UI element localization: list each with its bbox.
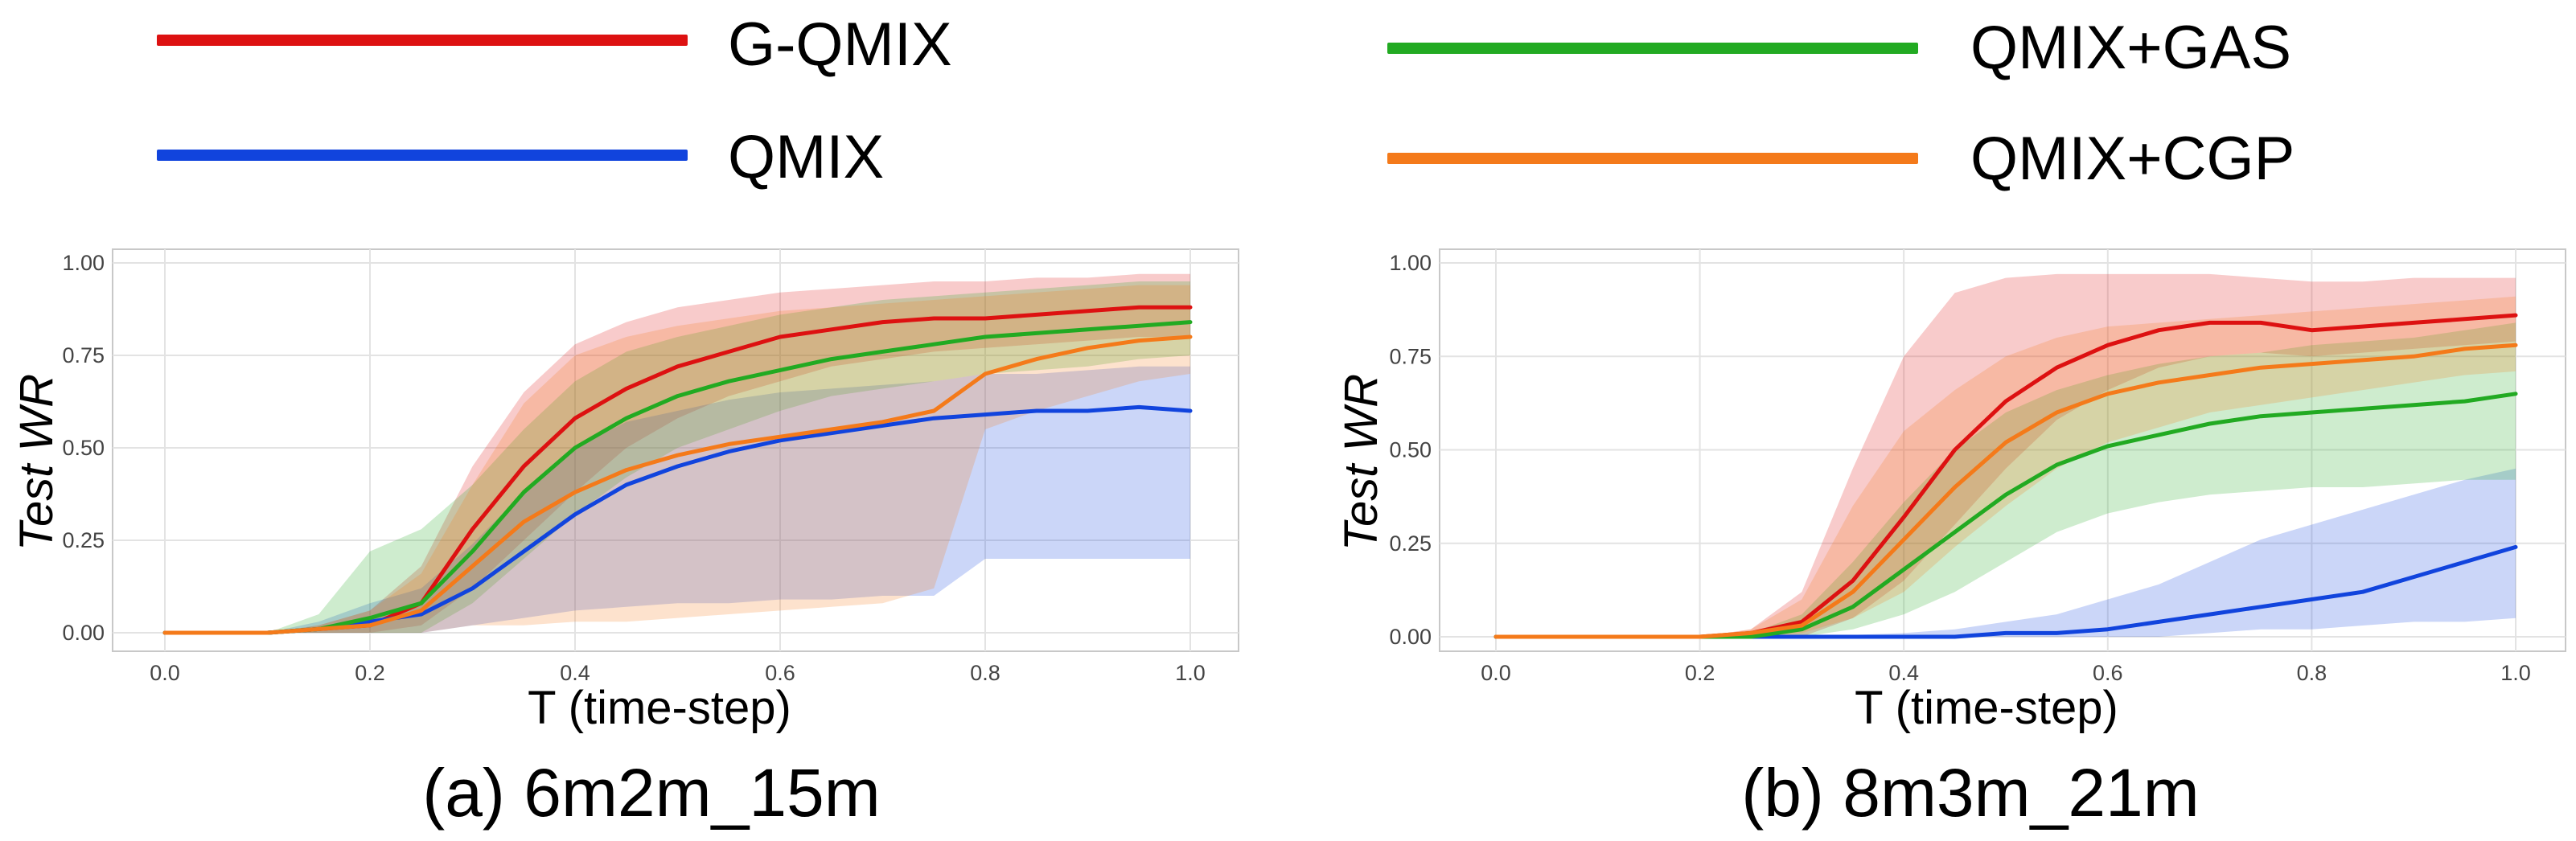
line-qmix-cgp-b [1493,343,2518,639]
band-qmix-gas-b [1496,322,2516,637]
legend-swatch-qmix-gas [1387,43,1918,54]
x-tick-label-b-0: 0.0 [1481,661,1511,685]
x-tick-label-a-2: 0.4 [560,661,590,685]
y-tick-label-a-2: 0.50 [62,436,105,460]
y-tick-label-b-4: 1.00 [1389,251,1432,275]
band-qmix-a [165,366,1190,633]
y-axis-label-b: Test WR [1335,374,1387,551]
series-lines-b [1493,313,2518,639]
x-tick-label-a-4: 0.8 [970,661,1000,685]
y-tick-label-b-1: 0.25 [1389,531,1432,556]
y-tick-label-b-3: 0.75 [1389,344,1432,368]
line-qmix-gas-b [1493,392,2518,639]
x-tick-label-b-1: 0.2 [1685,661,1715,685]
y-tick-label-b-2: 0.50 [1389,438,1432,462]
legend-swatch-qmix [157,150,688,161]
y-tick-label-a-0: 0.00 [62,621,105,645]
chart-caption-a: (a) 6m2m_15m [422,755,881,831]
grid-b [1440,249,2566,651]
chart-panel-a: 0.0 0.2 0.4 0.6 0.8 1.0 0.000.250.500.751.00 … [10,248,1239,831]
band-qmix-cgp-a [165,285,1190,633]
y-ticks-a: 0.00 0.25 0.50 0.75 1.00 [62,251,105,645]
x-tick-label-a-5: 1.0 [1175,661,1206,685]
confidence-bands-b [1496,273,2516,637]
line-qmix-b [1493,544,2518,639]
y-tick-label-a-3: 0.75 [62,343,105,367]
x-axis-label-a: T (time-step) [528,682,791,734]
chart-caption-b: (b) 8m3m_21m [1741,755,2200,831]
band-qmix-b [1496,468,2516,637]
grid-a [113,249,1239,651]
y-tick-label-b-0: 0.00 [1389,625,1432,649]
legend-label-qmix-cgp: QMIX+CGP [1970,125,2295,193]
x-ticks-a: 0.0 0.2 0.4 0.6 0.8 1.0 [150,661,1206,685]
legend-swatch-qmix-cgp [1387,153,1918,164]
band-qmix-gas-a [165,281,1190,633]
legend-swatch-g-qmix [157,35,688,46]
line-qmix-cgp-a [162,334,1193,635]
legend-label-qmix: QMIX [728,123,885,191]
y-ticks-b: 0.00 0.25 0.50 0.75 1.00 [1389,251,1432,649]
x-tick-label-a-3: 0.6 [765,661,795,685]
y-tick-label-a-1: 0.25 [62,528,105,552]
x-axis-label-b: T (time-step) [1855,682,2118,734]
series-lines-a [162,305,1193,635]
x-ticks-b: 0.0 0.2 0.4 0.6 0.8 1.0 [1481,661,2531,685]
chart-panel-b: 0.0 0.2 0.4 0.6 0.8 1.0 0.000.250.500.751.00 … [1335,248,2566,831]
x-tick-label-a-0: 0.0 [150,661,180,685]
y-tick-label-a-4: 1.00 [62,251,105,275]
y-axis-label-a: Test WR [10,374,63,551]
legend-label-g-qmix: G-QMIX [728,10,952,79]
x-tick-label-b-5: 1.0 [2500,661,2531,685]
band-qmix-cgp-b [1496,296,2516,637]
x-tick-label-b-3: 0.6 [2093,661,2123,685]
line-qmix-a [162,404,1193,635]
x-tick-label-b-4: 0.8 [2297,661,2327,685]
legend-label-qmix-gas: QMIX+GAS [1970,14,2292,82]
band-g-qmix-b [1496,273,2516,637]
plot-frame-a [112,248,1239,652]
x-tick-label-a-1: 0.2 [355,661,385,685]
x-tick-label-b-2: 0.4 [1888,661,1919,685]
line-qmix-gas-a [162,320,1193,635]
